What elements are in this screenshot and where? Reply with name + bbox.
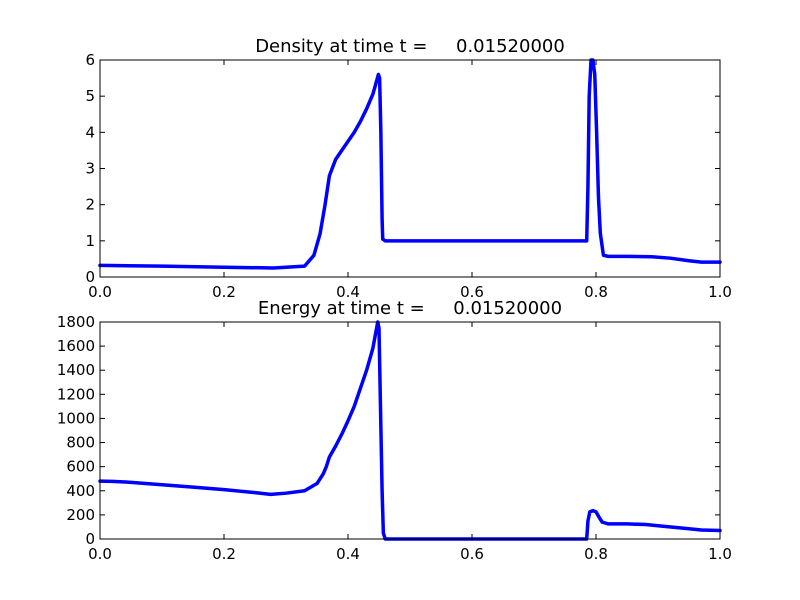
density-x-tick-label: 0.0	[88, 283, 112, 301]
density-x-tick-label: 0.2	[212, 283, 236, 301]
density-y-tick-label: 3	[85, 160, 95, 178]
density-y-tick-label: 2	[85, 196, 95, 214]
energy-y-tick-label: 200	[66, 506, 95, 524]
density-plot-title: Density at time t = 0.01520000	[255, 36, 565, 57]
energy-y-tick-label: 800	[66, 434, 95, 452]
energy-y-tick-label: 1600	[57, 337, 95, 355]
energy-x-tick-label: 0.6	[460, 545, 484, 563]
density-y-tick-label: 0	[85, 268, 95, 286]
energy-y-tick-label: 1000	[57, 409, 95, 427]
density-y-tick-label: 5	[85, 87, 95, 105]
energy-y-tick-label: 0	[85, 530, 95, 548]
energy-y-tick-label: 400	[66, 482, 95, 500]
density-plot: Density at time t = 0.01520000 0.0 0.2 0.4…	[85, 36, 731, 301]
density-x-tick-label: 0.4	[336, 283, 360, 301]
density-x-tick-label: 1.0	[708, 283, 732, 301]
density-series-line	[98, 58, 722, 270]
energy-series	[98, 320, 722, 541]
energy-x-tick-label: 0.0	[88, 545, 112, 563]
energy-axes-box	[99, 321, 721, 540]
density-ticks	[99, 59, 721, 278]
density-y-tick-label: 6	[85, 51, 95, 69]
energy-y-tick-label: 1800	[57, 313, 95, 331]
density-x-tick-label: 0.6	[460, 283, 484, 301]
energy-x-tick-label: 0.4	[336, 545, 360, 563]
energy-y-tick-label: 1200	[57, 385, 95, 403]
energy-ticks	[99, 321, 721, 540]
energy-series-line	[98, 320, 722, 541]
energy-y-tick-label: 1400	[57, 361, 95, 379]
energy-plot: Energy at time t = 0.01520000 0.0 0.2 0.4 0…	[57, 298, 732, 563]
density-x-tick-label: 0.8	[584, 283, 608, 301]
density-y-tick-label: 1	[85, 232, 95, 250]
energy-x-tick-label: 0.2	[212, 545, 236, 563]
energy-x-tick-label: 1.0	[708, 545, 732, 563]
energy-tick-labels: 0.0 0.2 0.4 0.6 0.8 1.0 0 200 400 600 800 1000 1200 1…	[57, 313, 732, 563]
energy-plot-title: Energy at time t = 0.01520000	[258, 298, 562, 319]
energy-x-tick-label: 0.8	[584, 545, 608, 563]
energy-y-tick-label: 600	[66, 458, 95, 476]
energy-axes-frame	[99, 321, 721, 540]
density-y-tick-label: 4	[85, 123, 95, 141]
density-series	[98, 58, 722, 270]
density-tick-labels: 0.0 0.2 0.4 0.6 0.8 1.0 0 1 2 3 4 5 6	[85, 51, 731, 301]
